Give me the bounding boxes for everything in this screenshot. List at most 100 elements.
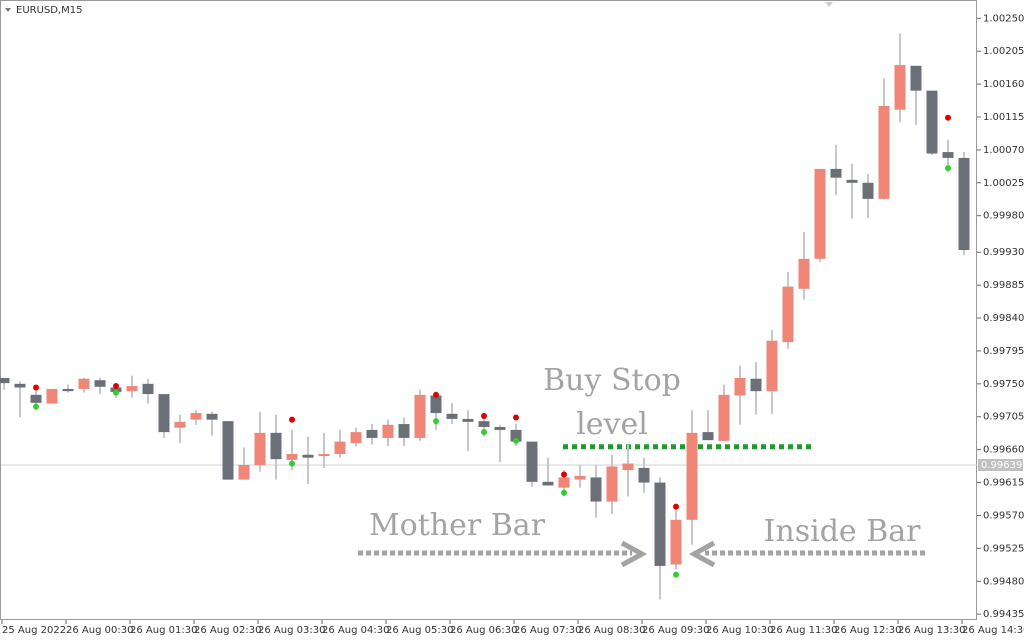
- candle-body: [414, 394, 426, 438]
- candle-body: [430, 395, 442, 414]
- y-tick-label: 1.00115: [983, 112, 1024, 123]
- candle-body: [126, 386, 138, 392]
- candle-body: [782, 286, 794, 343]
- upper-dot: [433, 391, 439, 398]
- buy-stop-label: level: [576, 407, 648, 442]
- candle-body: [142, 383, 154, 395]
- y-tick-label: 0.99570: [983, 510, 1024, 521]
- lower-dot: [561, 489, 567, 496]
- mother-bar-arrowhead: [620, 540, 648, 568]
- upper-dot: [945, 114, 951, 121]
- y-tick-label: 0.99795: [983, 346, 1024, 357]
- lower-dot: [945, 165, 951, 172]
- y-tick-label: 0.99885: [983, 280, 1024, 291]
- candle-body: [702, 432, 714, 441]
- candle-body: [830, 168, 842, 178]
- candle-body: [334, 441, 346, 455]
- candle-body: [398, 424, 410, 438]
- x-tick-label: 25 Aug 2022: [2, 625, 66, 636]
- x-tick-label: 26 Aug 08:30: [578, 625, 645, 636]
- candle-body: [270, 432, 282, 460]
- candle-body: [350, 432, 362, 444]
- candle-body: [478, 421, 490, 427]
- shift-marker: [825, 2, 833, 7]
- candle-body: [46, 388, 58, 404]
- candle-body: [766, 340, 778, 392]
- candle-body: [590, 477, 602, 502]
- candle-body: [894, 65, 906, 110]
- symbol-label: EURUSD,M15: [16, 5, 82, 16]
- y-tick-label: 0.99980: [983, 211, 1024, 222]
- candle-body: [878, 106, 890, 199]
- upper-dot: [33, 384, 39, 391]
- candle-body: [942, 152, 954, 158]
- y-tick-label: 0.99930: [983, 247, 1024, 258]
- candle-body: [526, 441, 538, 482]
- upper-dot: [561, 471, 567, 478]
- lower-dot: [481, 429, 487, 436]
- buy-stop-label: Buy Stop: [543, 363, 681, 398]
- candle-body: [574, 475, 586, 480]
- candle-body: [750, 378, 762, 392]
- candle-body: [734, 377, 746, 396]
- y-tick-label: 0.99525: [983, 543, 1024, 554]
- upper-dot: [481, 413, 487, 420]
- candle-body: [510, 429, 522, 442]
- y-tick-label: 0.99480: [983, 576, 1024, 587]
- y-tick-label: 0.99660: [983, 445, 1024, 456]
- candle-body: [638, 467, 650, 483]
- candle-body: [670, 519, 682, 565]
- y-tick-label: 0.99750: [983, 379, 1024, 390]
- candle-body: [686, 432, 698, 520]
- y-tick-label: 1.00070: [983, 145, 1024, 156]
- y-tick-label: 1.00250: [983, 13, 1024, 24]
- upper-dot: [289, 416, 295, 423]
- candle-body: [78, 378, 90, 389]
- y-tick-label: 1.00025: [983, 178, 1024, 189]
- candle-body: [30, 394, 42, 403]
- plot-frame: [0, 0, 977, 620]
- candle-body: [862, 182, 874, 199]
- candle-body: [462, 418, 474, 422]
- inside-bar-arrowhead: [688, 540, 716, 568]
- candle-body: [158, 394, 170, 433]
- candle-body: [318, 454, 330, 457]
- x-tick-label: 26 Aug 02:30: [194, 625, 261, 636]
- candle-body: [494, 426, 506, 430]
- symbol-menu-icon[interactable]: [5, 8, 11, 12]
- candle-body: [366, 429, 378, 438]
- lower-dot: [289, 460, 295, 467]
- candle-body: [174, 421, 186, 428]
- x-tick-label: 26 Aug 11:30: [770, 625, 837, 636]
- x-tick-label: 26 Aug 14:30: [962, 625, 1024, 636]
- candle-body: [0, 377, 10, 384]
- candle-body: [654, 482, 666, 566]
- candle-body: [958, 157, 970, 251]
- x-tick-label: 26 Aug 03:30: [258, 625, 325, 636]
- candle-body: [238, 465, 250, 480]
- candle-body: [846, 179, 858, 183]
- inside-bar-label: Inside Bar: [764, 514, 922, 549]
- lower-dot: [433, 418, 439, 425]
- y-tick-label: 0.99705: [983, 412, 1024, 423]
- upper-dot: [673, 503, 679, 510]
- candle-body: [382, 424, 394, 438]
- x-tick-label: 26 Aug 06:30: [450, 625, 517, 636]
- candle-body: [814, 168, 826, 259]
- x-tick-label: 26 Aug 12:30: [834, 625, 901, 636]
- candle-body: [286, 454, 298, 460]
- candle-body: [206, 413, 218, 420]
- y-tick-label: 1.00160: [983, 79, 1024, 90]
- lower-dot: [113, 389, 119, 396]
- upper-dot: [113, 383, 119, 390]
- candle-body: [222, 421, 234, 480]
- last-price-box: [978, 459, 1023, 471]
- candle-body: [14, 383, 26, 388]
- candle-body: [558, 477, 570, 488]
- y-tick-label: 1.00205: [983, 46, 1024, 57]
- candle-body: [718, 394, 730, 441]
- x-tick-label: 26 Aug 07:30: [514, 625, 581, 636]
- candle-body: [606, 466, 618, 502]
- x-tick-label: 26 Aug 10:30: [706, 625, 773, 636]
